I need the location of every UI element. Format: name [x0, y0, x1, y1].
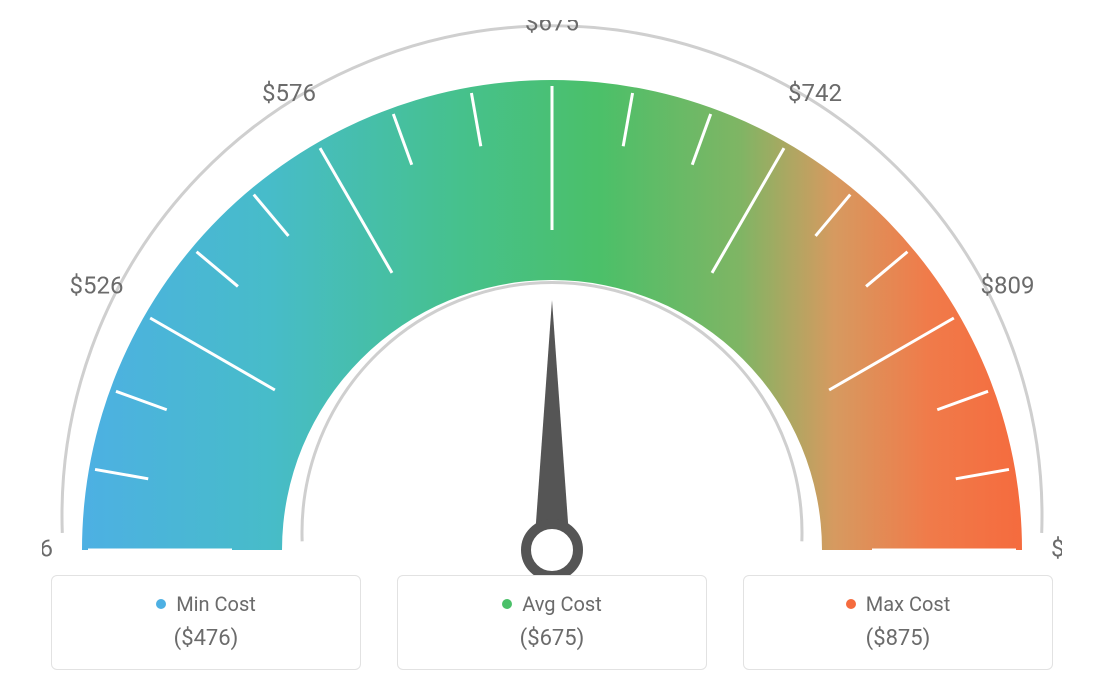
svg-text:$809: $809: [981, 271, 1035, 299]
legend-value-avg: ($675): [408, 626, 696, 651]
svg-text:$675: $675: [525, 20, 579, 36]
legend-card-avg: Avg Cost ($675): [397, 575, 707, 670]
legend-label-avg: Avg Cost: [522, 592, 602, 616]
svg-text:$576: $576: [262, 79, 316, 107]
legend-dot-max: [846, 599, 856, 609]
svg-text:$476: $476: [42, 534, 53, 562]
legend-card-min: Min Cost ($476): [51, 575, 361, 670]
legend-label-max: Max Cost: [866, 592, 951, 616]
legend-dot-min: [156, 599, 166, 609]
svg-text:$526: $526: [69, 271, 123, 299]
legend-value-min: ($476): [62, 626, 350, 651]
legend-label-min: Min Cost: [176, 592, 256, 616]
legend-row: Min Cost ($476) Avg Cost ($675) Max Cost…: [51, 575, 1053, 670]
legend-value-max: ($875): [754, 626, 1042, 651]
svg-text:$742: $742: [788, 79, 842, 107]
gauge-svg: $476 $526 $576 $675 $742 $809 $875: [42, 20, 1062, 580]
legend-dot-avg: [502, 599, 512, 609]
svg-text:$875: $875: [1051, 534, 1062, 562]
cost-gauge: $476 $526 $576 $675 $742 $809 $875: [42, 20, 1062, 580]
legend-card-max: Max Cost ($875): [743, 575, 1053, 670]
